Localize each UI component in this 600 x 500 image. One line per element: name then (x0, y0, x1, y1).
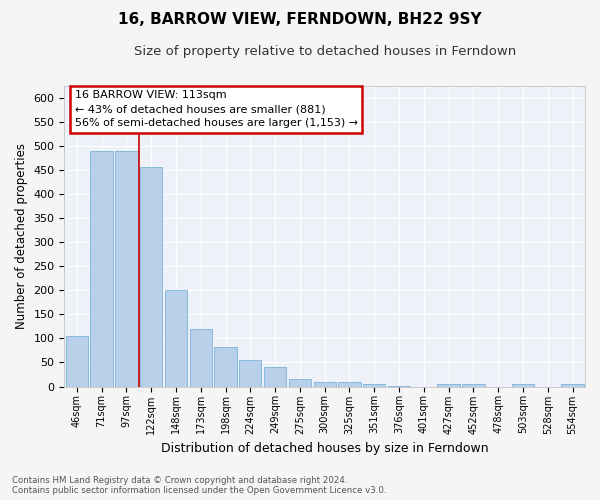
Bar (512, 384, 534, 386)
Text: 16 BARROW VIEW: 113sqm
← 43% of detached houses are smaller (881)
56% of semi-de: 16 BARROW VIEW: 113sqm ← 43% of detached… (75, 90, 358, 128)
Bar (190, 328, 212, 386)
Bar (562, 384, 584, 386)
Y-axis label: Number of detached properties: Number of detached properties (15, 143, 28, 329)
Bar (314, 382, 336, 386)
Text: 16, BARROW VIEW, FERNDOWN, BH22 9SY: 16, BARROW VIEW, FERNDOWN, BH22 9SY (118, 12, 482, 28)
Bar (239, 360, 262, 386)
Bar (115, 150, 137, 386)
Bar (214, 347, 236, 387)
X-axis label: Distribution of detached houses by size in Ferndown: Distribution of detached houses by size … (161, 442, 488, 455)
Bar (264, 368, 286, 386)
Bar (140, 168, 163, 386)
Bar (363, 384, 385, 386)
Bar (462, 384, 485, 386)
Title: Size of property relative to detached houses in Ferndown: Size of property relative to detached ho… (134, 45, 516, 58)
Text: Contains HM Land Registry data © Crown copyright and database right 2024.
Contai: Contains HM Land Registry data © Crown c… (12, 476, 386, 495)
Bar (91, 150, 113, 386)
Bar (289, 380, 311, 386)
Bar (65, 336, 88, 386)
Bar (165, 290, 187, 386)
Bar (437, 384, 460, 386)
Bar (338, 382, 361, 386)
